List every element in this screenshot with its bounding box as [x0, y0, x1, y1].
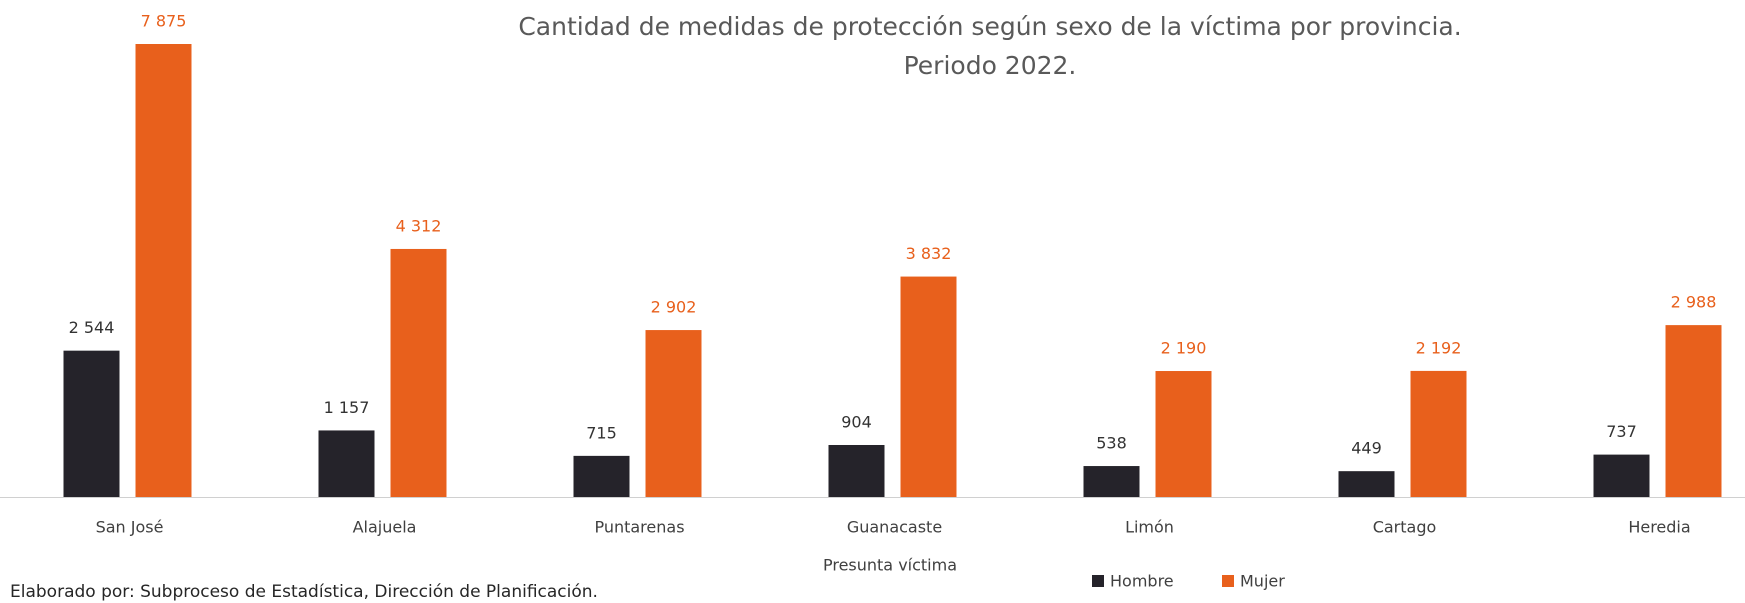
bar: [573, 455, 630, 497]
bar: [1593, 454, 1650, 497]
bar: [1083, 466, 1140, 497]
data-label: 449: [1351, 439, 1382, 458]
bar: [390, 248, 447, 497]
data-label: 4 312: [396, 216, 442, 235]
legend-label: Hombre: [1110, 572, 1174, 591]
data-label: 715: [586, 423, 617, 442]
bar: [63, 350, 120, 497]
data-label: 2 190: [1161, 339, 1207, 358]
bar: [1410, 370, 1467, 497]
data-label: 2 192: [1416, 338, 1462, 357]
data-label: 2 544: [69, 318, 115, 337]
bar: [828, 444, 885, 497]
chart-subtitle: Periodo 2022.: [904, 51, 1077, 80]
x-tick-label: San José: [96, 518, 164, 537]
data-label: 7 875: [141, 12, 187, 31]
legend-swatch: [1092, 575, 1104, 587]
data-label: 2 988: [1671, 293, 1717, 312]
data-label: 2 902: [651, 298, 697, 317]
data-label: 1 157: [324, 398, 370, 417]
bar: [318, 430, 375, 497]
x-tick-label: Heredia: [1628, 518, 1690, 537]
bar: [135, 44, 192, 497]
source-note: Elaborado por: Subproceso de Estadística…: [10, 582, 598, 602]
data-label: 904: [841, 412, 872, 431]
data-label: 737: [1606, 422, 1637, 441]
x-tick-label: Cartago: [1373, 518, 1437, 537]
bar: [1665, 325, 1722, 497]
x-tick-label: Puntarenas: [594, 518, 684, 537]
data-label: 538: [1096, 434, 1127, 453]
x-tick-label: Guanacaste: [847, 518, 942, 537]
legend-swatch: [1222, 575, 1234, 587]
bar: [1155, 371, 1212, 497]
bar: [1338, 471, 1395, 497]
bar: [645, 330, 702, 497]
legend-label: Mujer: [1240, 572, 1285, 591]
x-axis-title: Presunta víctima: [823, 556, 957, 575]
chart-title: Cantidad de medidas de protección según …: [518, 12, 1461, 41]
data-label: 3 832: [906, 244, 952, 263]
x-tick-label: Limón: [1125, 518, 1174, 537]
x-tick-label: Alajuela: [353, 518, 417, 537]
bar: [900, 276, 957, 497]
